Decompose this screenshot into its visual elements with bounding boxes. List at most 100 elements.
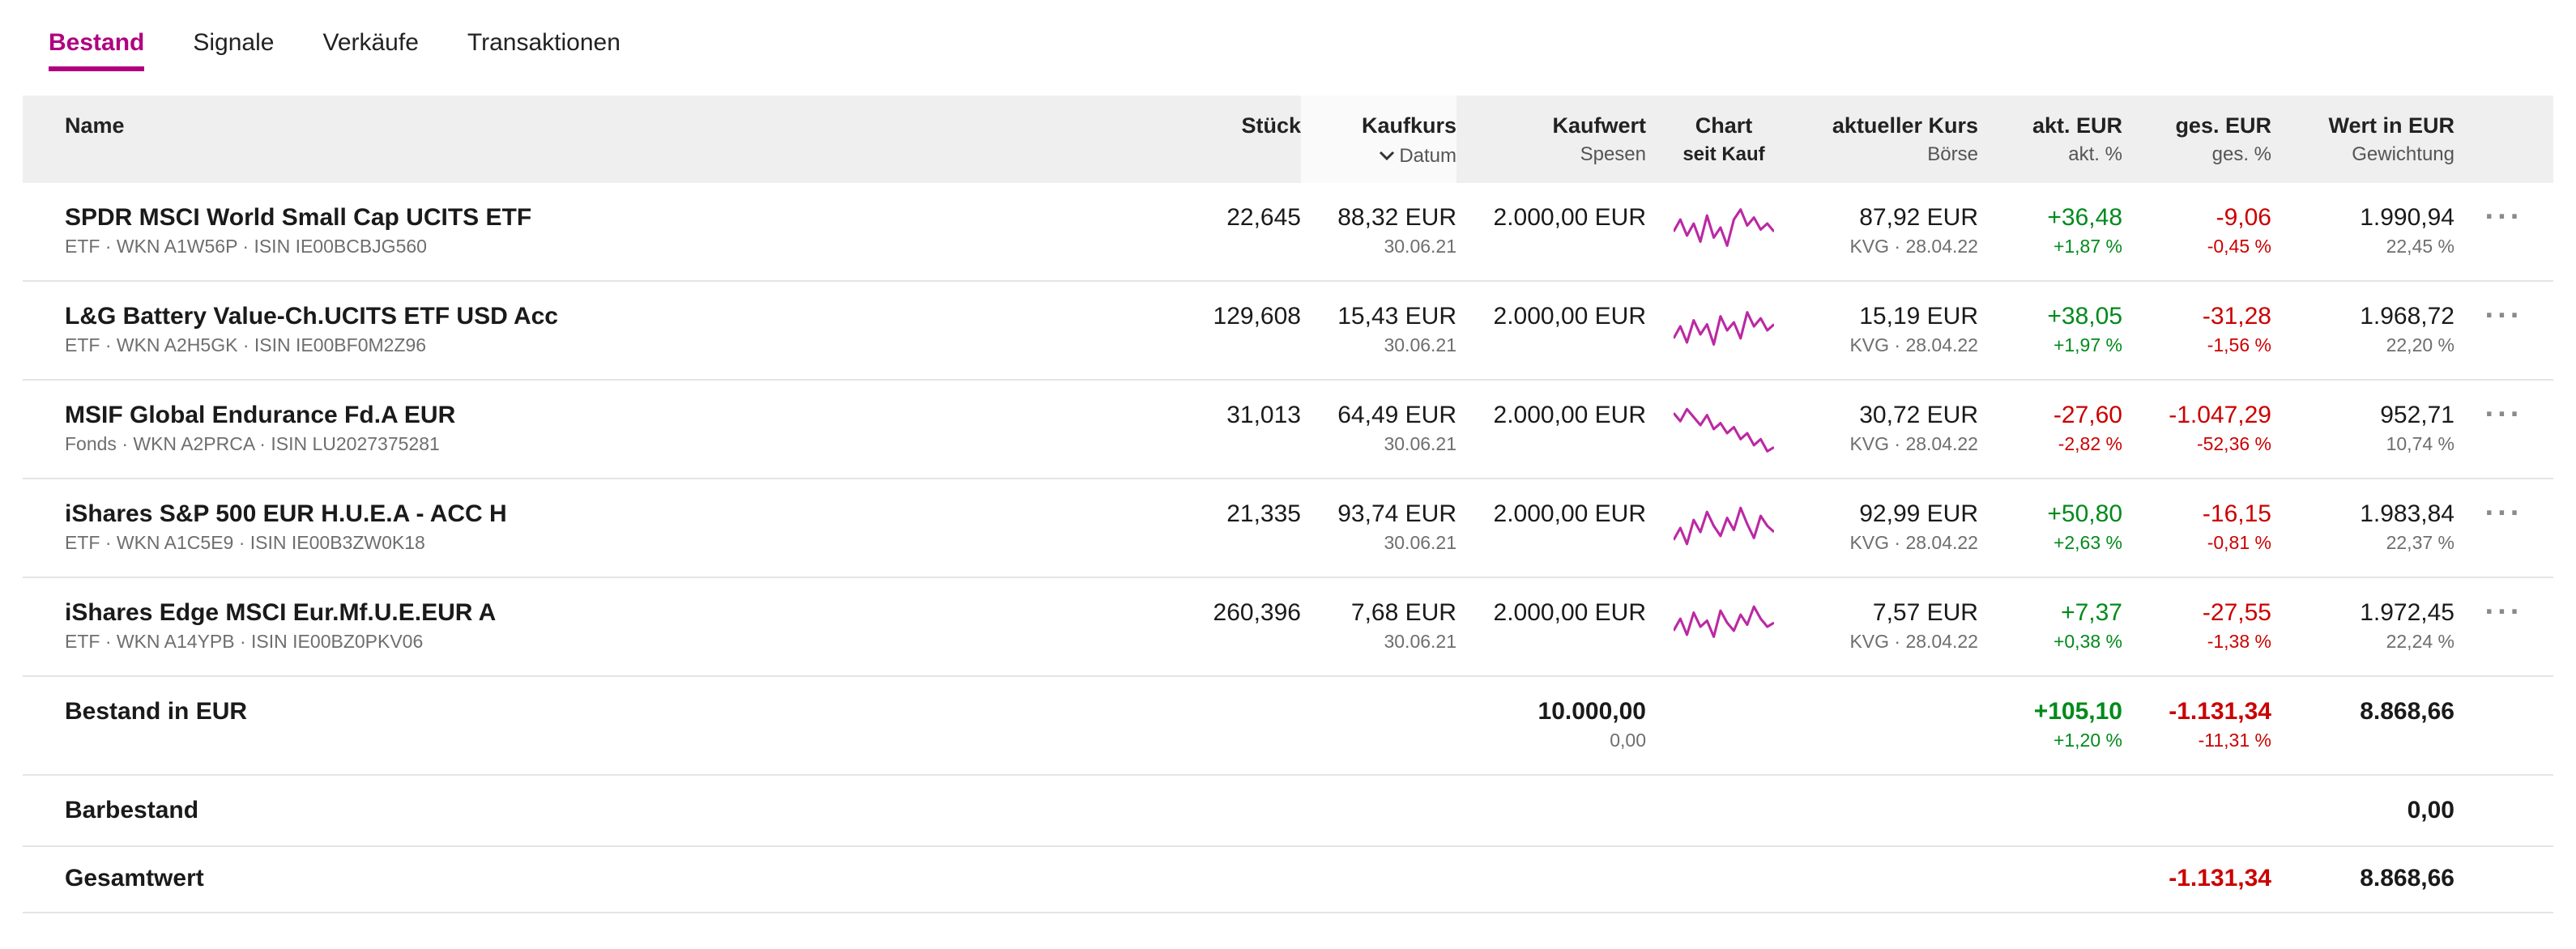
sparkline-chart [1674, 605, 1774, 638]
total-value-eur: 8.868,66 [2360, 697, 2454, 725]
buy-value: 2.000,00 EUR [1493, 598, 1646, 626]
shares-value: 260,396 [1213, 598, 1301, 626]
today-change-pct: -2,82 % [2058, 435, 2122, 454]
buy-price: 88,32 EUR [1337, 203, 1456, 231]
buy-price: 93,74 EUR [1337, 500, 1456, 527]
exchange-info: KVG · 28.04.22 [1849, 237, 1978, 257]
mini-chart[interactable] [1646, 578, 1802, 675]
current-price: 15,19 EUR [1859, 302, 1978, 330]
mini-chart[interactable] [1646, 479, 1802, 577]
total-today-change-pct: +1,20 % [2053, 731, 2122, 751]
today-change-pct: +0,38 % [2053, 632, 2122, 652]
value-eur: 1.990,94 [2360, 203, 2454, 231]
instrument-name[interactable]: iShares S&P 500 EUR H.U.E.A - ACC H [65, 500, 507, 527]
instrument-name[interactable]: SPDR MSCI World Small Cap UCITS ETF [65, 203, 532, 231]
tab-signale[interactable]: Signale [193, 29, 275, 57]
summary-label: Gesamtwert [65, 865, 204, 892]
summary-label: Bestand in EUR [65, 697, 248, 725]
instrument-name[interactable]: iShares Edge MSCI Eur.Mf.U.E.EUR A [65, 598, 497, 626]
col-header-kaufwert[interactable]: Kaufwert Spesen [1552, 113, 1646, 165]
total-change-eur: -31,28 [2202, 302, 2271, 330]
instrument-info: ETF · WKN A1W56P · ISIN IE00BCBJG560 [65, 237, 427, 257]
col-header-wert[interactable]: Wert in EUR Gewichtung [2328, 113, 2454, 165]
value-eur: 1.968,72 [2360, 302, 2454, 330]
row-menu-button[interactable]: ··· [2484, 398, 2523, 432]
tab-bestand[interactable]: Bestand [49, 29, 145, 71]
row-menu-button[interactable]: ··· [2484, 595, 2523, 629]
exchange-info: KVG · 28.04.22 [1849, 435, 1978, 454]
total-change-eur: -9,06 [2216, 203, 2271, 231]
cash-value-eur: 0,00 [2407, 796, 2454, 823]
total-change-eur: -1.047,29 [2169, 401, 2271, 428]
total-change-pct: -1,56 % [2207, 336, 2271, 355]
buy-date: 30.06.21 [1384, 237, 1456, 257]
weighting-pct: 22,20 % [2386, 336, 2454, 355]
today-change-eur: +7,37 [2061, 598, 2122, 626]
today-change-pct: +2,63 % [2053, 534, 2122, 553]
weighting-pct: 22,37 % [2386, 534, 2454, 553]
col-header-kaufkurs[interactable]: Kaufkurs Datum [1301, 96, 1456, 183]
current-price: 7,57 EUR [1872, 598, 1978, 626]
mini-chart[interactable] [1646, 282, 1802, 379]
col-header-name[interactable]: Name [65, 113, 125, 138]
weighting-pct: 22,24 % [2386, 632, 2454, 652]
total-buy-value: 10.000,00 [1537, 697, 1646, 725]
grand-total-value-eur: 8.868,66 [2360, 865, 2454, 892]
mini-chart[interactable] [1646, 381, 1802, 478]
sort-datum-control[interactable]: Datum [1378, 142, 1456, 168]
table-row: iShares S&P 500 EUR H.U.E.A - ACC H ETF … [23, 479, 2553, 578]
buy-value: 2.000,00 EUR [1493, 302, 1646, 330]
buy-price: 64,49 EUR [1337, 401, 1456, 428]
value-eur: 1.983,84 [2360, 500, 2454, 527]
total-change-pct: -0,81 % [2207, 534, 2271, 553]
col-header-akt-eur[interactable]: akt. EUR akt. % [2032, 113, 2122, 165]
sparkline-chart [1674, 208, 1774, 247]
row-menu-button[interactable]: ··· [2484, 200, 2523, 234]
summary-row-bestand: Bestand in EUR 10.000,00 0,00 +105,10 +1,2… [23, 677, 2553, 776]
total-change-pct: -1,38 % [2207, 632, 2271, 652]
shares-value: 22,645 [1226, 203, 1301, 231]
buy-price: 15,43 EUR [1337, 302, 1456, 330]
total-fees: 0,00 [1610, 731, 1646, 751]
today-change-eur: +50,80 [2047, 500, 2122, 527]
mini-chart[interactable] [1646, 183, 1802, 280]
weighting-pct: 10,74 % [2386, 435, 2454, 454]
instrument-info: ETF · WKN A14YPB · ISIN IE00BZ0PKV06 [65, 632, 424, 652]
exchange-info: KVG · 28.04.22 [1849, 632, 1978, 652]
summary-row-barbestand: Barbestand 0,00 [23, 776, 2553, 847]
instrument-name[interactable]: MSIF Global Endurance Fd.A EUR [65, 401, 456, 428]
col-header-stueck[interactable]: Stück [1241, 113, 1301, 138]
buy-date: 30.06.21 [1384, 435, 1456, 454]
grand-total-change-eur: -1.131,34 [2169, 865, 2271, 892]
exchange-info: KVG · 28.04.22 [1849, 336, 1978, 355]
table-header: Name Stück Kaufkurs Datum Kaufwert Spese… [23, 96, 2553, 183]
buy-date: 30.06.21 [1384, 534, 1456, 553]
shares-value: 21,335 [1226, 500, 1301, 527]
col-header-chart[interactable]: Chart seit Kauf [1683, 113, 1765, 165]
table-row: SPDR MSCI World Small Cap UCITS ETF ETF … [23, 183, 2553, 282]
total-change-pct: -52,36 % [2196, 435, 2271, 454]
buy-value: 2.000,00 EUR [1493, 500, 1646, 527]
table-row: MSIF Global Endurance Fd.A EUR Fonds · W… [23, 381, 2553, 479]
row-menu-button[interactable]: ··· [2484, 299, 2523, 333]
today-change-eur: +38,05 [2047, 302, 2122, 330]
current-price: 92,99 EUR [1859, 500, 1978, 527]
today-change-pct: +1,97 % [2053, 336, 2122, 355]
buy-value: 2.000,00 EUR [1493, 203, 1646, 231]
tab-verkaeufe[interactable]: Verkäufe [322, 29, 419, 57]
col-header-kurs[interactable]: aktueller Kurs Börse [1832, 113, 1978, 165]
tab-bar: Bestand Signale Verkäufe Transaktionen [0, 0, 2576, 96]
sparkline-chart [1674, 506, 1774, 546]
sparkline-chart [1674, 407, 1774, 453]
col-header-ges-eur[interactable]: ges. EUR ges. % [2175, 113, 2271, 165]
tab-transaktionen[interactable]: Transaktionen [467, 29, 621, 57]
instrument-name[interactable]: L&G Battery Value-Ch.UCITS ETF USD Acc [65, 302, 558, 330]
value-eur: 952,71 [2380, 401, 2454, 428]
today-change-pct: +1,87 % [2053, 237, 2122, 257]
buy-date: 30.06.21 [1384, 336, 1456, 355]
buy-value: 2.000,00 EUR [1493, 401, 1646, 428]
sparkline-chart [1674, 311, 1774, 346]
total-today-change-eur: +105,10 [2033, 697, 2122, 725]
row-menu-button[interactable]: ··· [2484, 496, 2523, 530]
